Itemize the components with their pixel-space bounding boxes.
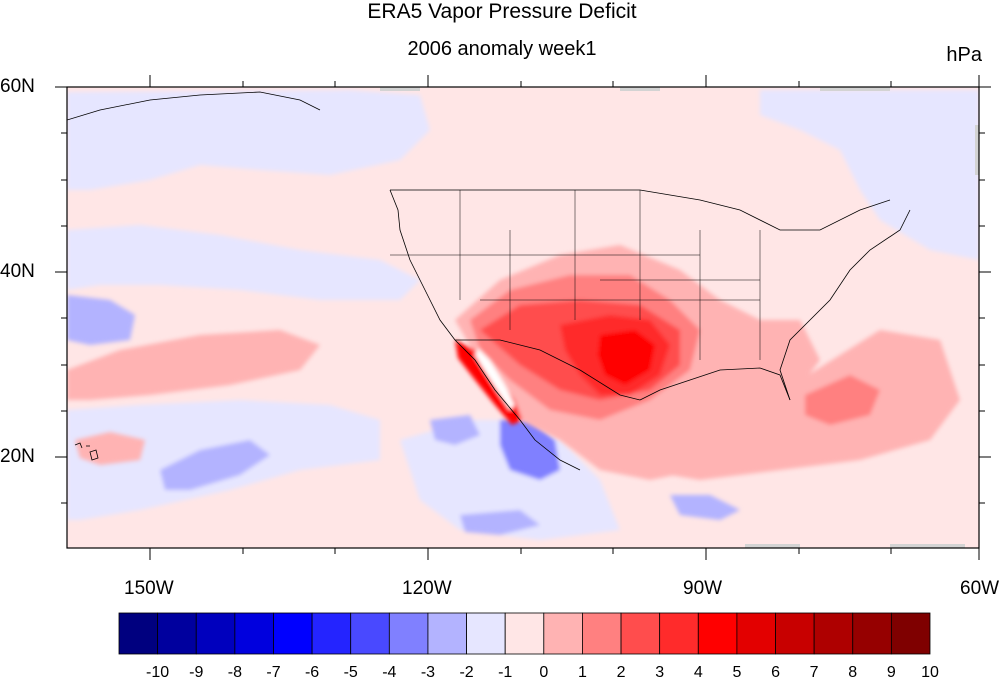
colorbar-label: -1 bbox=[498, 664, 512, 681]
negative-anomaly-regions bbox=[67, 90, 979, 540]
colorbar-swatch bbox=[543, 612, 583, 655]
units-label: hPa bbox=[946, 44, 982, 66]
missing-data-strip bbox=[620, 87, 660, 91]
colorbar-label: -2 bbox=[459, 664, 473, 681]
colorbar-label: -9 bbox=[189, 664, 203, 681]
state-lines bbox=[390, 190, 761, 360]
baja-coast-max bbox=[475, 348, 515, 410]
pacific-blue-patch-1 bbox=[67, 295, 135, 345]
colorbar-label: 7 bbox=[810, 664, 819, 681]
lon-label-90w: 90W bbox=[683, 578, 723, 599]
colorbar-swatch bbox=[736, 612, 776, 655]
pacific-blue-patch-2 bbox=[160, 440, 270, 490]
colorbar-label: -10 bbox=[146, 664, 169, 681]
colorbar-swatch bbox=[813, 612, 854, 655]
colorbar-label: -5 bbox=[344, 664, 358, 681]
colorbar-swatch bbox=[234, 612, 274, 655]
subtropical-pacific-band bbox=[67, 330, 320, 400]
colorbar-swatch bbox=[157, 612, 197, 655]
colorbar-label: 10 bbox=[921, 664, 939, 681]
colorbar-label: 5 bbox=[732, 664, 741, 681]
us-canada-border bbox=[390, 189, 891, 231]
colorbar-label: 3 bbox=[655, 664, 664, 681]
colorbar-swatch bbox=[890, 612, 931, 655]
missing-data-strip bbox=[890, 544, 965, 548]
colorbar-swatch bbox=[582, 612, 622, 655]
colorbar-label: -8 bbox=[228, 664, 242, 681]
missing-data-strip bbox=[380, 87, 420, 91]
colorbar-label: 9 bbox=[887, 664, 896, 681]
positive-anomaly-regions bbox=[67, 245, 960, 480]
baja-coast-strong bbox=[455, 340, 522, 425]
hawaii-islands bbox=[74, 442, 99, 461]
colorbar-label: -3 bbox=[421, 664, 435, 681]
missing-data-strip bbox=[745, 544, 800, 548]
east-pacific-band bbox=[67, 225, 420, 300]
colorbar-label: -7 bbox=[266, 664, 280, 681]
colorbar-label: 2 bbox=[617, 664, 626, 681]
pacific-blue-patch-3 bbox=[430, 415, 480, 445]
caribbean-broad bbox=[600, 330, 960, 480]
north-pacific-low bbox=[67, 90, 430, 190]
missing-data-strip bbox=[820, 87, 890, 91]
colorbar-swatch bbox=[195, 612, 236, 655]
colorbar-swatch bbox=[504, 612, 545, 655]
colorbar-label: -4 bbox=[382, 664, 396, 681]
colorbar-swatch bbox=[350, 612, 390, 655]
lon-label-120w: 120W bbox=[402, 578, 452, 599]
lat-label-20n: 20N bbox=[0, 446, 35, 467]
anomaly-field bbox=[67, 87, 979, 548]
us-mexico-border bbox=[455, 339, 641, 401]
lat-label-60n: 60N bbox=[0, 76, 35, 97]
colorbar-swatch bbox=[311, 612, 352, 655]
colorbar-swatch bbox=[659, 612, 699, 655]
colorbar-label: 0 bbox=[539, 664, 548, 681]
colorbar-swatch bbox=[118, 612, 159, 655]
colorbar-swatch bbox=[852, 612, 892, 655]
missing-data-strip bbox=[975, 125, 979, 175]
colorbar-label: 4 bbox=[694, 664, 703, 681]
colorbar-swatch bbox=[273, 612, 313, 655]
west-pacific-patch bbox=[75, 432, 145, 465]
colorbar-swatch bbox=[427, 612, 467, 655]
coastlines-and-borders bbox=[67, 91, 911, 471]
south-west-pacific-low bbox=[400, 420, 620, 540]
gulf-coast bbox=[639, 367, 791, 401]
alaska-coast bbox=[67, 91, 321, 121]
colorbar-label: 8 bbox=[848, 664, 857, 681]
map-title: ERA5 Vapor Pressure Deficit bbox=[367, 0, 637, 23]
colorbar-swatch bbox=[620, 612, 661, 655]
lon-label-60w: 60W bbox=[960, 578, 1000, 599]
texas-peak bbox=[598, 330, 655, 385]
lon-label-150w: 150W bbox=[124, 578, 174, 599]
map-subtitle: 2006 anomaly week1 bbox=[407, 38, 597, 60]
colorbar: -10 -9 -8 -7 -6 -5 -4 -3 -2 -1 0 1 2 3 4 5 6 7 8 9 10 bbox=[118, 612, 939, 681]
colorbar-label: 6 bbox=[771, 664, 780, 681]
colorbar-swatch bbox=[775, 612, 815, 655]
colorbar-swatch bbox=[466, 612, 506, 655]
us-east-coast bbox=[779, 209, 911, 401]
colorbar-label: -6 bbox=[305, 664, 319, 681]
lat-label-40n: 40N bbox=[0, 261, 35, 282]
baja-blue-patch bbox=[500, 420, 560, 480]
caribbean-blue-patch bbox=[670, 495, 740, 520]
colorbar-swatch bbox=[697, 612, 738, 655]
axis-ticks bbox=[55, 75, 991, 560]
colorbar-swatch bbox=[388, 612, 429, 655]
pacific-blue-patch-4 bbox=[460, 510, 540, 535]
north-atlantic-low bbox=[760, 90, 979, 260]
colorbar-label: 1 bbox=[578, 664, 587, 681]
atlantic-patch bbox=[805, 375, 880, 425]
